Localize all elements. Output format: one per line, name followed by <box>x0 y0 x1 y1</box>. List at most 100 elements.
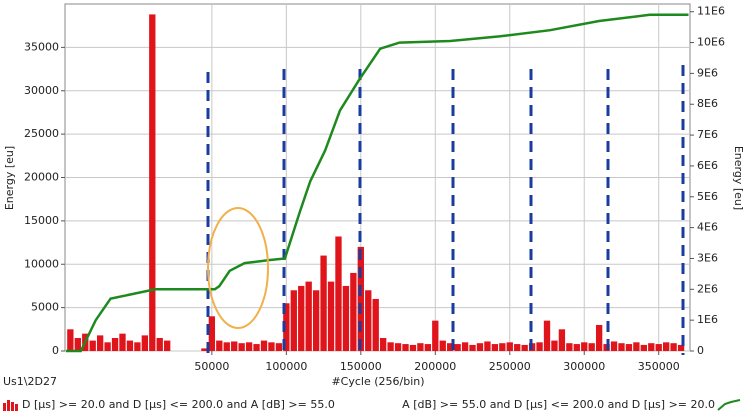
bar <box>432 320 439 351</box>
x-axis-title: #Cycle (256/bin) <box>331 375 424 388</box>
bar <box>417 343 424 351</box>
y2-tick-label: 5E6 <box>697 190 718 203</box>
bar <box>350 272 357 351</box>
bar <box>439 340 446 351</box>
labels: 0 5000 10000 15000 20000 25000 30000 35000 50000… <box>24 5 725 373</box>
markers <box>206 65 685 355</box>
bar <box>543 320 551 351</box>
bar <box>327 281 335 351</box>
y2-tick-label: 2E6 <box>697 282 718 295</box>
bar <box>223 342 230 351</box>
bar <box>245 342 253 351</box>
bar <box>305 281 312 351</box>
bar <box>74 337 81 351</box>
lines <box>65 13 689 353</box>
bar <box>208 316 216 351</box>
y2-tick-label: 0 <box>697 344 704 357</box>
bar <box>104 342 111 351</box>
bar <box>253 344 260 351</box>
series-line <box>65 13 689 353</box>
y2-tick-label: 11E6 <box>697 5 725 18</box>
y2-tick-label: 4E6 <box>697 221 718 234</box>
bar <box>618 343 625 351</box>
bar <box>595 324 603 351</box>
bar <box>402 344 409 351</box>
bar <box>67 329 74 351</box>
bar <box>164 340 171 351</box>
legend-label: A [dB] >= 55.0 and D [µs] <= 200.0 and D… <box>402 398 715 411</box>
y2-tick-label: 6E6 <box>697 159 718 172</box>
bar <box>573 344 580 351</box>
highlight-ellipse <box>207 207 269 329</box>
y-tick-label: 25000 <box>24 127 59 140</box>
bar <box>640 344 647 351</box>
bar <box>536 342 543 351</box>
bar <box>499 343 506 351</box>
bar <box>96 335 104 351</box>
bar <box>677 344 685 351</box>
bar <box>663 342 670 351</box>
bar <box>149 14 156 351</box>
bar <box>558 329 566 351</box>
y2-tick-label: 8E6 <box>697 97 718 110</box>
bar <box>357 246 364 351</box>
bar <box>201 348 208 351</box>
bar <box>409 344 417 351</box>
x-tick-label: 350000 <box>638 360 680 373</box>
bar <box>394 343 402 351</box>
y-tick-label: 15000 <box>24 214 59 227</box>
bar <box>461 342 469 351</box>
bar <box>111 337 119 351</box>
bar <box>454 344 461 351</box>
bar <box>581 342 588 351</box>
bar <box>551 340 558 351</box>
bar <box>476 343 484 351</box>
y2-tick-label: 3E6 <box>697 251 718 264</box>
x-tick-label: 300000 <box>563 360 605 373</box>
x-tick-label: 250000 <box>489 360 531 373</box>
bar <box>216 340 223 351</box>
bar <box>320 255 327 351</box>
y2-tick-label: 9E6 <box>697 66 718 79</box>
bar <box>514 344 521 351</box>
bar <box>379 337 387 351</box>
bar <box>231 341 238 351</box>
bar <box>424 344 432 351</box>
x-tick-label: 200000 <box>414 360 456 373</box>
bar <box>119 333 126 351</box>
bar <box>156 337 163 351</box>
bar <box>268 342 275 351</box>
y2-axis-title: Energy [eu] <box>732 146 745 210</box>
x-tick-label: 150000 <box>340 360 382 373</box>
bar <box>491 344 499 351</box>
bar <box>134 342 141 351</box>
legend-label: D [µs] >= 20.0 and D [µs] <= 200.0 and A… <box>22 398 335 411</box>
bar <box>588 343 595 351</box>
bar <box>312 290 320 351</box>
y-tick-label: 0 <box>52 344 59 357</box>
footer-label: Us1\2D27 <box>3 375 57 388</box>
bar <box>238 343 245 351</box>
y2-tick-label: 7E6 <box>697 128 718 141</box>
x-tick-label: 50000 <box>194 360 229 373</box>
y-tick-label: 35000 <box>24 40 59 53</box>
bar <box>372 298 379 351</box>
bar <box>387 342 394 351</box>
bar <box>655 344 662 351</box>
y-axis-title: Energy [eu] <box>3 146 16 210</box>
bar <box>126 340 134 351</box>
bar <box>625 344 633 351</box>
bar <box>335 236 342 351</box>
x-tick-label: 100000 <box>265 360 307 373</box>
bar <box>469 344 476 351</box>
bar <box>484 341 491 351</box>
bar <box>506 342 513 351</box>
legend-icon <box>3 400 18 411</box>
bar <box>447 343 454 351</box>
y-tick-label: 10000 <box>24 257 59 270</box>
bar <box>283 303 290 351</box>
bar <box>298 285 305 351</box>
bar <box>648 343 655 351</box>
y-tick-label: 30000 <box>24 84 59 97</box>
bar <box>521 344 528 351</box>
